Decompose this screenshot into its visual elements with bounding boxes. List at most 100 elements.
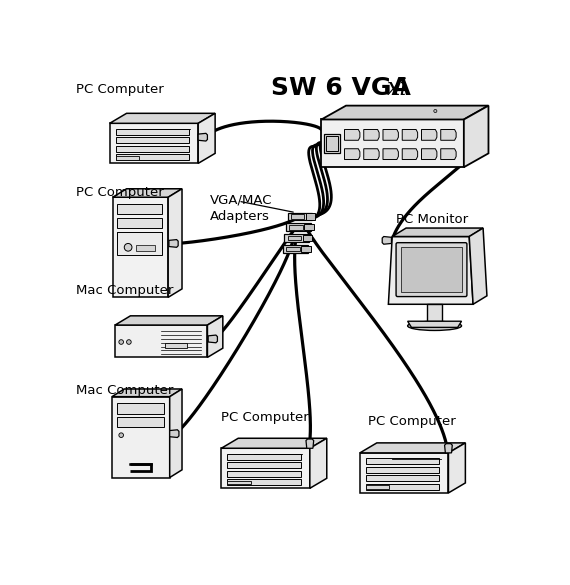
Polygon shape: [392, 228, 483, 236]
FancyBboxPatch shape: [116, 137, 189, 143]
FancyBboxPatch shape: [286, 246, 300, 251]
FancyBboxPatch shape: [396, 243, 467, 297]
FancyBboxPatch shape: [227, 470, 300, 477]
Polygon shape: [449, 443, 465, 493]
Polygon shape: [421, 149, 437, 160]
Polygon shape: [469, 228, 487, 304]
FancyBboxPatch shape: [324, 134, 340, 153]
Polygon shape: [383, 149, 398, 160]
FancyBboxPatch shape: [366, 485, 389, 489]
Polygon shape: [306, 439, 314, 448]
FancyBboxPatch shape: [227, 462, 300, 468]
Circle shape: [127, 340, 131, 345]
FancyBboxPatch shape: [306, 214, 315, 219]
Text: PC Computer: PC Computer: [76, 185, 164, 199]
FancyBboxPatch shape: [284, 234, 309, 242]
Polygon shape: [168, 189, 182, 297]
Text: PC Computer: PC Computer: [221, 411, 309, 424]
Circle shape: [119, 433, 124, 438]
Polygon shape: [115, 325, 207, 357]
Polygon shape: [344, 129, 360, 140]
FancyBboxPatch shape: [366, 458, 439, 464]
Polygon shape: [169, 240, 178, 247]
Polygon shape: [112, 389, 182, 397]
FancyBboxPatch shape: [117, 204, 162, 214]
Polygon shape: [408, 321, 462, 328]
Polygon shape: [207, 316, 223, 357]
Polygon shape: [344, 149, 360, 160]
Polygon shape: [198, 133, 207, 141]
FancyBboxPatch shape: [287, 213, 312, 221]
Polygon shape: [170, 389, 182, 477]
FancyBboxPatch shape: [116, 129, 189, 135]
Polygon shape: [198, 113, 215, 163]
Polygon shape: [388, 236, 473, 304]
FancyBboxPatch shape: [326, 136, 339, 151]
Text: VGA/MAC
Adapters: VGA/MAC Adapters: [210, 194, 272, 223]
FancyBboxPatch shape: [117, 218, 162, 228]
Polygon shape: [441, 149, 456, 160]
FancyBboxPatch shape: [116, 154, 189, 160]
Polygon shape: [360, 443, 465, 453]
Polygon shape: [221, 448, 310, 488]
Polygon shape: [402, 149, 418, 160]
Polygon shape: [112, 397, 170, 477]
FancyBboxPatch shape: [401, 247, 462, 292]
FancyBboxPatch shape: [117, 232, 162, 255]
FancyBboxPatch shape: [304, 224, 314, 230]
Polygon shape: [441, 129, 456, 140]
FancyBboxPatch shape: [227, 453, 300, 460]
FancyBboxPatch shape: [227, 479, 300, 485]
Polygon shape: [383, 129, 398, 140]
Polygon shape: [321, 106, 488, 119]
Polygon shape: [364, 149, 379, 160]
FancyBboxPatch shape: [287, 236, 302, 240]
Text: SW 6 VGA: SW 6 VGA: [271, 75, 411, 99]
Polygon shape: [208, 335, 217, 343]
Polygon shape: [382, 236, 392, 244]
Polygon shape: [113, 197, 168, 297]
Text: Mac Computer: Mac Computer: [76, 284, 173, 297]
Polygon shape: [221, 438, 327, 448]
Polygon shape: [421, 129, 437, 140]
FancyBboxPatch shape: [286, 223, 311, 231]
FancyBboxPatch shape: [116, 417, 164, 428]
Circle shape: [124, 243, 132, 251]
Polygon shape: [445, 443, 452, 453]
Polygon shape: [402, 129, 418, 140]
FancyBboxPatch shape: [303, 235, 312, 241]
FancyBboxPatch shape: [116, 146, 189, 152]
Text: PC Monitor: PC Monitor: [396, 213, 468, 226]
Text: xi: xi: [387, 77, 408, 100]
FancyBboxPatch shape: [117, 232, 162, 242]
FancyBboxPatch shape: [366, 467, 439, 473]
Polygon shape: [109, 123, 198, 163]
FancyBboxPatch shape: [165, 343, 186, 348]
Polygon shape: [170, 430, 179, 438]
FancyBboxPatch shape: [116, 403, 164, 414]
FancyBboxPatch shape: [283, 245, 308, 253]
FancyBboxPatch shape: [427, 304, 442, 321]
Polygon shape: [109, 113, 215, 123]
Polygon shape: [364, 129, 379, 140]
Text: PC Computer: PC Computer: [368, 415, 455, 428]
Polygon shape: [310, 438, 327, 488]
FancyBboxPatch shape: [302, 246, 311, 252]
FancyBboxPatch shape: [116, 156, 139, 160]
Polygon shape: [113, 189, 182, 197]
FancyBboxPatch shape: [136, 245, 155, 251]
Text: Mac Computer: Mac Computer: [76, 384, 173, 397]
Text: PC Computer: PC Computer: [76, 83, 164, 97]
Polygon shape: [115, 316, 223, 325]
Ellipse shape: [408, 321, 462, 331]
FancyBboxPatch shape: [366, 475, 439, 481]
Polygon shape: [360, 453, 449, 493]
FancyBboxPatch shape: [227, 481, 251, 484]
Polygon shape: [464, 106, 488, 167]
FancyBboxPatch shape: [289, 225, 303, 229]
Circle shape: [434, 109, 437, 112]
Circle shape: [119, 340, 124, 345]
FancyBboxPatch shape: [366, 484, 439, 490]
FancyBboxPatch shape: [291, 214, 304, 219]
Polygon shape: [321, 119, 464, 167]
